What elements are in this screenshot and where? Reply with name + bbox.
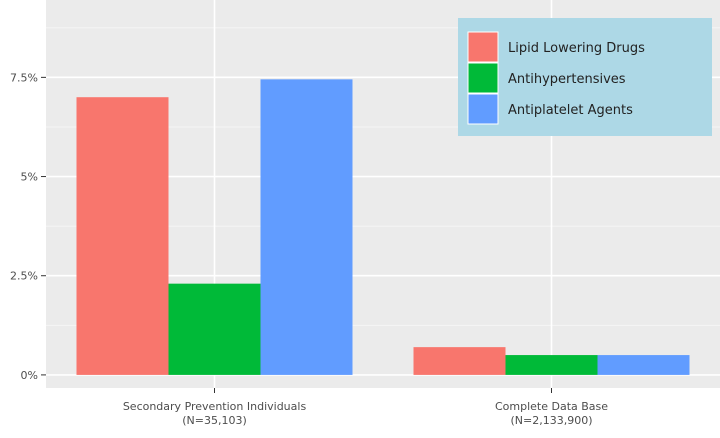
legend-label: Lipid Lowering Drugs xyxy=(508,41,645,56)
bar-antihypertensives xyxy=(505,355,598,375)
legend-key xyxy=(467,31,499,63)
y-tick-label: 5% xyxy=(21,171,38,184)
legend xyxy=(458,18,712,136)
legend-key xyxy=(467,93,499,125)
x-tick-label: (N=2,133,900) xyxy=(510,414,592,427)
legend-label: Antiplatelet Agents xyxy=(508,103,633,118)
legend-label: Antihypertensives xyxy=(508,72,626,87)
y-tick-label: 0% xyxy=(21,369,38,382)
bar-lipid-lowering-drugs xyxy=(413,347,506,375)
bar-antiplatelet-agents xyxy=(260,79,353,375)
x-tick-label: (N=35,103) xyxy=(182,414,247,427)
bar-antihypertensives xyxy=(168,283,261,375)
bar-antiplatelet-agents xyxy=(597,355,690,375)
legend-key xyxy=(467,62,499,94)
y-tick-label: 7.5% xyxy=(10,71,38,84)
bar-lipid-lowering-drugs xyxy=(76,97,169,375)
x-tick-label: Complete Data Base xyxy=(495,400,608,413)
x-tick-label: Secondary Prevention Individuals xyxy=(123,400,307,413)
y-tick-label: 2.5% xyxy=(10,270,38,283)
